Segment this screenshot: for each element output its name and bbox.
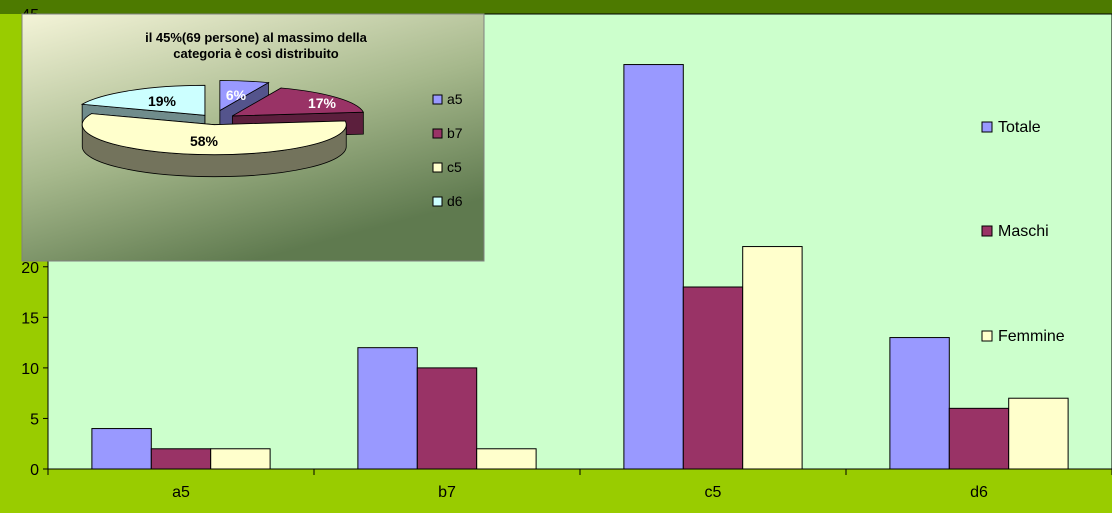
pie-label-c5: 58%	[190, 133, 219, 149]
legend-swatch-maschi	[981, 225, 993, 237]
legend-label-totale: Totale	[998, 119, 1041, 136]
bar-femmine-b7	[476, 448, 537, 470]
y-tick-label: 15	[21, 310, 39, 327]
bar-femmine-c5	[742, 246, 803, 470]
legend-label-femmine: Femmine	[998, 328, 1065, 345]
pie-label-d6: 19%	[148, 93, 177, 109]
pie-legend: a5 b7 c5 d6	[432, 91, 463, 209]
pie-title-line-2: categoria è così distribuito	[173, 46, 338, 61]
bar-maschi-b7	[416, 367, 478, 470]
legend-swatch-totale	[981, 121, 993, 133]
pie-legend-swatch-c5	[432, 162, 443, 173]
bar-femmine-d6	[1008, 397, 1069, 470]
bar-totale-b7	[357, 347, 418, 470]
bar-maschi-d6	[948, 407, 1010, 470]
pie-label-b7: 17%	[308, 95, 337, 111]
y-tick-label: 0	[30, 462, 39, 479]
pie-slices: 6% 17% 58% 19%	[80, 80, 365, 178]
x-category-label: c5	[705, 484, 722, 501]
pie-title-line-1: il 45%(69 persone) al massimo della	[145, 30, 368, 45]
x-category-label: d6	[970, 484, 988, 501]
pie-chart-inset: il 45%(69 persone) al massimo della cate…	[21, 13, 485, 262]
bar-totale-d6	[889, 337, 950, 470]
y-tick-label: 20	[21, 260, 39, 277]
pie-legend-label-a5: a5	[447, 91, 463, 107]
pie-slice-c5	[81, 113, 347, 178]
x-category-label: a5	[172, 484, 190, 501]
legend-swatch-femmine	[981, 330, 993, 342]
legend-label-maschi: Maschi	[998, 223, 1049, 240]
x-category-label: b7	[438, 484, 456, 501]
y-tick-label: 5	[30, 411, 39, 428]
pie-legend-swatch-d6	[432, 196, 443, 207]
y-tick-label: 10	[21, 361, 39, 378]
bar-totale-c5	[623, 64, 684, 470]
bar-totale-a5	[91, 428, 152, 470]
pie-label-a5: 6%	[226, 87, 247, 103]
bar-chart-legend: Totale Maschi Femmine	[981, 119, 1065, 345]
pie-legend-swatch-b7	[432, 128, 443, 139]
bar-femmine-a5	[210, 448, 271, 470]
pie-legend-label-c5: c5	[447, 159, 462, 175]
bar-maschi-c5	[682, 286, 744, 470]
pie-legend-label-b7: b7	[447, 125, 463, 141]
pie-legend-swatch-a5	[432, 94, 443, 105]
top-band	[0, 0, 1112, 14]
bar-maschi-a5	[150, 448, 212, 470]
pie-legend-label-d6: d6	[447, 193, 463, 209]
bar-chart-bars	[91, 64, 1069, 470]
